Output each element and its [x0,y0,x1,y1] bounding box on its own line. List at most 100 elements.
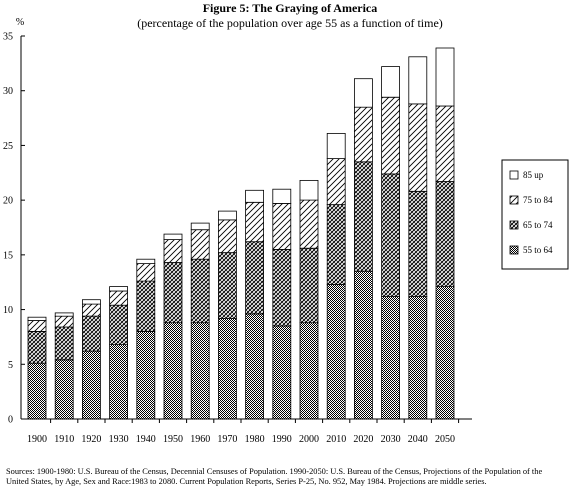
bar-2000-65-to-74 [299,247,319,324]
legend-label-55-to-64: 55 to 64 [523,245,553,255]
y-tick-label-25: 25 [3,141,13,152]
x-tick-label-2010: 2010 [326,434,346,445]
bar-2000-85-up [299,179,319,201]
bar-1910-85-up [54,312,74,317]
bar-1930-55-to-64 [109,344,128,420]
bar-1920-55-to-64 [82,350,101,420]
x-tick-label-1990: 1990 [272,434,292,445]
bars-group [27,47,455,420]
y-tick-label-10: 10 [3,305,13,316]
bar-2010-55-to-64 [326,283,346,420]
bar-2000-75-to-84 [299,199,319,249]
bar-1980-65-to-74 [245,241,265,315]
x-tick-label-1980: 1980 [245,434,265,445]
legend-swatch-75-to-84 [509,195,519,205]
bar-2030-55-to-64 [381,295,401,420]
bar-1930-85-up [109,286,128,292]
bar-1960-85-up [190,222,210,231]
x-tick-label-1950: 1950 [163,434,183,445]
bar-2020-55-to-64 [353,270,373,420]
legend-swatch-55-to-64 [509,245,519,255]
bar-1940-75-to-84 [136,263,156,282]
y-axis-label: % [16,17,24,28]
bar-1950-55-to-64 [163,322,183,420]
bar-1950-65-to-74 [163,262,183,324]
y-tick-label-0: 0 [8,415,13,426]
bar-1920-85-up [82,299,101,305]
bar-2010-65-to-74 [326,204,346,285]
bar-1940-55-to-64 [136,331,156,420]
legend: 85 up 75 to 84 65 to 74 55 to 64 [501,159,569,270]
bar-2040-65-to-74 [408,190,428,297]
bar-1970-65-to-74 [217,252,237,319]
stacked-bar-chart: Figure 5: The Graying of America (percen… [3,1,569,445]
bar-2000-55-to-64 [299,322,319,420]
bar-1910-55-to-64 [54,359,74,420]
bar-1920-65-to-74 [82,315,101,352]
bar-1900-75-to-84 [27,320,47,332]
bar-1930-65-to-74 [109,304,128,346]
legend-label-65-to-74: 65 to 74 [523,220,553,230]
bar-2050-55-to-64 [435,286,455,420]
bar-1910-75-to-84 [54,315,74,328]
y-tick-label-20: 20 [3,196,13,207]
bar-1930-75-to-84 [109,290,128,306]
x-ticks-group: 1900 1910 1920 1930 1940 1950 1960 1970 1980 1990… [27,419,460,445]
legend-label-75-to-84: 75 to 84 [523,195,553,205]
y-tick-label-35: 35 [3,32,13,43]
bar-2040-55-to-64 [408,295,428,420]
bar-1980-75-to-84 [245,201,265,243]
bar-1900-55-to-64 [27,362,47,420]
bar-1980-85-up [245,189,265,203]
x-tick-label-1940: 1940 [136,434,156,445]
chart-subtitle: (percentage of the population over age 5… [137,16,443,30]
bar-1970-55-to-64 [217,317,237,420]
bar-2030-75-to-84 [381,96,401,175]
source-note: Sources: 1900-1980: U.S. Bureau of the C… [6,467,543,486]
bar-2050-85-up [435,47,455,107]
bar-1990-85-up [272,188,292,204]
bar-1990-75-to-84 [272,202,292,250]
x-tick-label-1920: 1920 [81,434,101,445]
y-tick-label-30: 30 [3,86,13,97]
y-tick-label-15: 15 [3,250,13,261]
chart-title: Figure 5: The Graying of America [203,1,378,15]
bar-2040-75-to-84 [408,103,428,192]
legend-swatch-85-up [509,170,519,180]
x-tick-label-2020: 2020 [353,434,373,445]
bar-1900-65-to-74 [27,331,47,364]
x-tick-label-1900: 1900 [27,434,47,445]
bar-1900-85-up [27,316,47,321]
bar-1940-65-to-74 [136,280,156,332]
bar-2050-65-to-74 [435,181,455,287]
bar-2030-65-to-74 [381,173,401,297]
bar-1960-75-to-84 [190,229,210,260]
x-tick-label-1970: 1970 [217,434,237,445]
bar-1970-85-up [217,210,237,221]
bar-1990-65-to-74 [272,248,292,327]
bar-2010-85-up [326,132,346,159]
y-tick-label-5: 5 [8,360,13,371]
bar-1960-65-to-74 [190,258,210,324]
x-tick-label-2050: 2050 [435,434,455,445]
x-tick-label-2040: 2040 [408,434,428,445]
bar-2020-65-to-74 [353,161,373,272]
bar-1960-55-to-64 [190,322,210,420]
bar-1980-55-to-64 [245,313,265,420]
bar-1950-75-to-84 [163,239,183,263]
x-tick-label-1930: 1930 [109,434,129,445]
x-tick-label-1910: 1910 [54,434,74,445]
bar-2030-85-up [381,66,401,98]
x-tick-label-1960: 1960 [190,434,210,445]
x-tick-label-2000: 2000 [299,434,319,445]
bar-1990-55-to-64 [272,325,292,420]
bar-1940-85-up [136,258,156,265]
legend-label-85-up: 85 up [523,170,544,180]
y-ticks-group: 0 5 10 15 20 25 30 35 [3,32,25,426]
bar-1970-75-to-84 [217,219,237,254]
bar-2020-85-up [353,78,373,108]
legend-swatch-65-to-74 [509,220,519,230]
bar-2050-75-to-84 [435,105,455,182]
bar-2020-75-to-84 [353,106,373,163]
bar-1910-65-to-74 [54,326,74,361]
